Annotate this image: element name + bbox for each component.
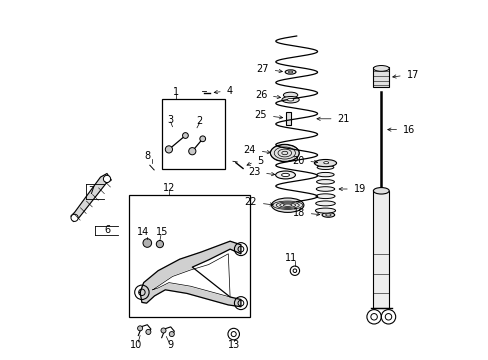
Text: 24: 24 (243, 145, 256, 155)
Ellipse shape (315, 201, 335, 206)
Bar (373, 191, 388, 308)
Ellipse shape (315, 194, 334, 199)
Text: 23: 23 (247, 167, 260, 177)
Ellipse shape (315, 208, 335, 213)
Ellipse shape (316, 187, 334, 191)
Ellipse shape (275, 171, 295, 179)
Ellipse shape (281, 174, 289, 177)
Circle shape (188, 148, 196, 155)
Text: 7: 7 (88, 186, 95, 196)
Circle shape (142, 239, 151, 247)
Ellipse shape (316, 172, 333, 177)
Circle shape (156, 240, 163, 248)
Text: 5: 5 (256, 156, 263, 166)
Text: 10: 10 (130, 340, 142, 350)
Text: 22: 22 (244, 197, 257, 207)
Ellipse shape (316, 180, 334, 184)
Text: 25: 25 (254, 110, 266, 120)
Text: 26: 26 (254, 90, 266, 100)
Bar (129, 195, 249, 317)
Ellipse shape (373, 66, 388, 71)
Text: 20: 20 (292, 156, 304, 166)
Text: 1: 1 (173, 87, 179, 97)
Text: 8: 8 (144, 151, 150, 161)
Circle shape (137, 326, 142, 331)
Ellipse shape (283, 92, 297, 98)
Bar (373, 67, 388, 87)
Text: 15: 15 (155, 227, 167, 237)
Polygon shape (71, 174, 111, 221)
Text: 2: 2 (196, 116, 202, 126)
Text: 9: 9 (167, 340, 173, 350)
Text: 17: 17 (406, 69, 418, 80)
Text: 16: 16 (402, 125, 414, 135)
Circle shape (103, 175, 110, 183)
Text: 21: 21 (337, 114, 349, 124)
Polygon shape (152, 254, 230, 297)
Text: 12: 12 (163, 183, 175, 193)
Circle shape (161, 328, 166, 333)
Text: 4: 4 (226, 86, 232, 96)
Ellipse shape (319, 160, 332, 165)
Circle shape (165, 146, 172, 153)
Bar (162, 99, 224, 169)
Ellipse shape (285, 70, 295, 74)
Circle shape (182, 132, 188, 138)
Text: 18: 18 (292, 208, 305, 218)
Ellipse shape (287, 99, 293, 101)
Circle shape (169, 332, 174, 337)
Text: 27: 27 (256, 64, 268, 74)
Polygon shape (140, 241, 241, 307)
Circle shape (200, 136, 205, 142)
Ellipse shape (270, 144, 299, 162)
Ellipse shape (325, 214, 330, 216)
Circle shape (145, 329, 151, 334)
Ellipse shape (271, 198, 303, 212)
Ellipse shape (317, 165, 333, 170)
Circle shape (71, 214, 78, 221)
Text: 14: 14 (137, 227, 149, 237)
Text: 19: 19 (353, 184, 365, 194)
Bar (285, 112, 291, 125)
Text: 3: 3 (167, 114, 173, 125)
Ellipse shape (314, 159, 336, 167)
Ellipse shape (323, 162, 328, 164)
Text: 13: 13 (227, 340, 239, 350)
Ellipse shape (373, 188, 388, 194)
Text: 6: 6 (104, 225, 111, 235)
Ellipse shape (282, 96, 299, 103)
Ellipse shape (288, 71, 292, 73)
Text: 11: 11 (284, 253, 296, 263)
Ellipse shape (322, 212, 334, 217)
